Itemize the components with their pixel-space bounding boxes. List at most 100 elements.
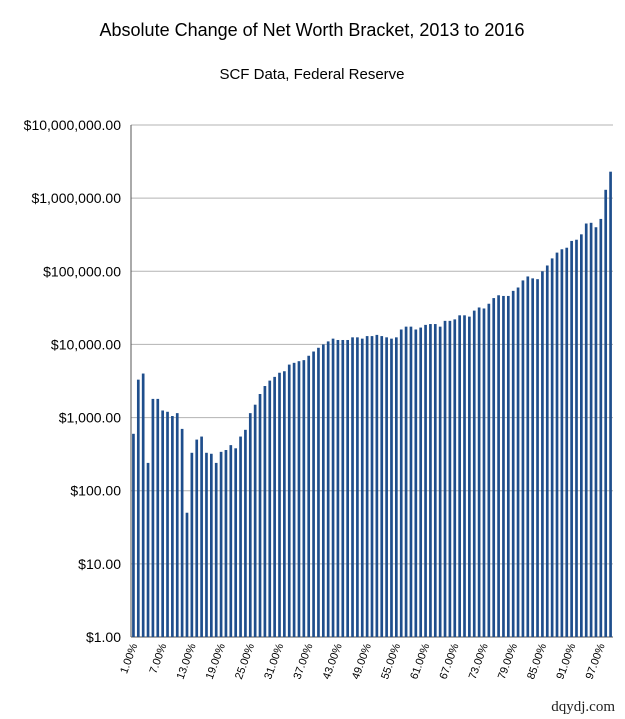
bar — [166, 411, 169, 637]
x-tick-label: 67.00% — [438, 642, 462, 681]
bar — [336, 339, 340, 637]
bar — [463, 315, 466, 637]
bar — [424, 324, 427, 637]
bar — [395, 337, 398, 637]
bar — [263, 386, 267, 637]
x-tick-label: 19.00% — [204, 642, 228, 681]
bar — [609, 171, 612, 637]
bar — [390, 338, 393, 637]
chart-subtitle: SCF Data, Federal Reserve — [219, 66, 404, 83]
bar — [307, 355, 311, 637]
bar — [419, 327, 423, 637]
bar — [341, 339, 345, 637]
bar — [399, 329, 403, 637]
bar — [229, 445, 233, 637]
bar — [214, 462, 218, 637]
y-tick-label: $1.00 — [86, 629, 121, 645]
bar — [278, 372, 281, 637]
bars — [132, 171, 612, 638]
bar — [273, 376, 276, 637]
x-tick-label: 13.00% — [175, 642, 199, 681]
bar — [365, 336, 369, 637]
bar — [443, 320, 447, 637]
bar — [375, 334, 379, 637]
bar — [195, 439, 199, 637]
bar — [317, 347, 320, 637]
bar — [589, 222, 593, 637]
watermark: dqydj.com — [551, 699, 615, 715]
bar — [468, 316, 471, 637]
x-tick-label: 7.00% — [148, 642, 170, 676]
y-tick-label: $1,000,000.00 — [31, 190, 121, 206]
bar — [565, 247, 569, 637]
x-tick-label: 97.00% — [584, 642, 608, 681]
bar — [346, 339, 349, 637]
bar — [404, 326, 408, 637]
bar — [385, 337, 388, 637]
bar — [180, 428, 184, 637]
y-tick-label: $10.00 — [78, 556, 121, 572]
bar — [482, 308, 486, 637]
bar — [224, 450, 228, 637]
bar — [283, 371, 286, 637]
bar — [132, 433, 135, 637]
x-tick-label: 73.00% — [467, 642, 491, 681]
x-tick-label: 43.00% — [321, 642, 345, 681]
bar — [429, 324, 432, 637]
bar — [321, 344, 325, 637]
bar — [545, 265, 549, 637]
x-tick-label: 1.00% — [118, 642, 140, 676]
x-tick-label: 37.00% — [291, 642, 315, 681]
bar — [541, 271, 544, 637]
bar — [205, 452, 208, 637]
bar — [258, 394, 262, 637]
bar — [502, 295, 505, 637]
bar — [487, 303, 491, 637]
bar — [292, 362, 296, 637]
bar — [521, 280, 525, 637]
bar — [331, 338, 335, 637]
bar — [200, 436, 203, 637]
bar — [171, 416, 174, 637]
bar — [312, 351, 315, 637]
bar — [151, 398, 155, 637]
bar — [234, 448, 238, 637]
bar — [156, 398, 160, 637]
bar — [190, 452, 194, 637]
bar — [448, 320, 452, 637]
bar — [136, 379, 140, 637]
bar — [414, 329, 418, 637]
y-tick-label: $10,000,000.00 — [24, 117, 122, 133]
bar — [244, 429, 247, 637]
y-tick-label: $100.00 — [70, 483, 121, 499]
bar — [506, 295, 510, 637]
bar — [438, 326, 442, 637]
bar — [555, 252, 559, 638]
bar — [268, 380, 272, 637]
x-axis-tick-labels: 1.00% 7.00% 13.00% 19.00% 25.00% 31.00% 37.00%… — [118, 642, 607, 681]
x-tick-label: 79.00% — [496, 642, 520, 681]
x-tick-label: 55.00% — [379, 642, 403, 681]
bar — [599, 218, 603, 638]
x-tick-label: 49.00% — [350, 642, 374, 681]
bar — [433, 324, 437, 637]
bar — [219, 451, 223, 637]
bar — [297, 361, 301, 637]
bar — [477, 307, 481, 637]
bar — [550, 258, 554, 637]
bar — [526, 276, 530, 637]
bar — [185, 512, 189, 637]
bar — [604, 189, 608, 637]
bar — [570, 240, 573, 637]
bar — [380, 336, 384, 637]
y-axis-tick-labels: $1.00 $10.00 $100.00 $1,000.00 $10,000.00 $10… — [24, 117, 122, 645]
bar — [239, 436, 242, 637]
bar — [370, 336, 374, 637]
x-tick-label: 31.00% — [262, 642, 286, 681]
bar — [594, 227, 598, 637]
bar — [302, 360, 306, 637]
bar — [511, 290, 515, 637]
bar — [360, 338, 364, 637]
bar — [575, 239, 578, 638]
